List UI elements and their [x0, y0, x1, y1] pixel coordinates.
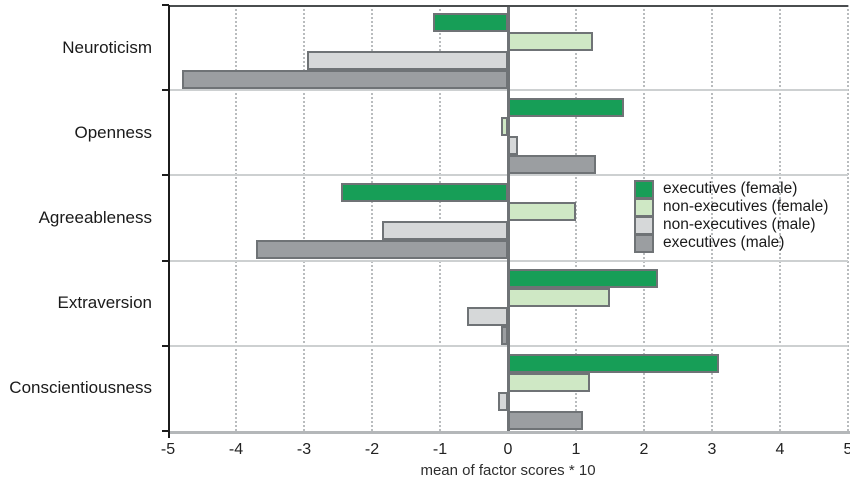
bar-agreeableness-series-1	[508, 202, 576, 222]
x-tick-label--4: -4	[228, 441, 244, 458]
bar-agreeableness-series-0	[341, 183, 508, 203]
bar-extraversion-series-1	[508, 287, 610, 307]
x-tick-label-5: 5	[843, 441, 850, 458]
gridline-x--2	[371, 5, 373, 431]
y-axis-line	[168, 5, 170, 438]
plot-top-border	[168, 5, 848, 7]
gridline-x-4	[779, 5, 781, 431]
legend-label-3: executives (male)	[663, 234, 785, 251]
y-axis-tick	[162, 174, 169, 177]
legend-swatch-1	[634, 197, 654, 217]
legend-swatch-3	[634, 233, 654, 253]
bar-conscientiousness-series-2	[497, 391, 508, 411]
category-label-conscientiousness: Conscientiousness	[9, 378, 152, 398]
gridline-x-5	[847, 5, 849, 431]
x-tick-label--1: -1	[432, 441, 448, 458]
x-tick-label-4: 4	[775, 441, 785, 458]
gridline-x--1	[439, 5, 441, 431]
gridline-x--4	[235, 5, 237, 431]
legend-item-1: non-executives (female)	[634, 197, 829, 217]
bar-agreeableness-series-2	[382, 221, 508, 241]
x-axis-line	[168, 431, 850, 434]
y-axis-tick	[162, 259, 169, 262]
y-axis-tick	[162, 430, 169, 432]
gridline-x-1	[575, 5, 577, 431]
y-axis-tick	[162, 344, 169, 347]
bar-openness-series-0	[508, 98, 624, 118]
legend-item-2: non-executives (male)	[634, 215, 828, 235]
bar-extraversion-series-2	[467, 306, 508, 326]
category-label-agreeableness: Agreeableness	[38, 208, 152, 227]
x-tick-label-2: 2	[639, 441, 649, 458]
gridline-x-3	[711, 5, 713, 431]
legend-item-3: executives (male)	[634, 233, 828, 253]
x-tick-label-3: 3	[707, 441, 717, 458]
bar-neuroticism-series-2	[307, 51, 508, 70]
bar-neuroticism-series-3	[181, 70, 508, 89]
x-tick-label-1: 1	[571, 441, 581, 458]
legend-label-1: non-executives (female)	[663, 198, 829, 215]
y-axis-tick	[162, 4, 169, 6]
legend-item-0: executives (female)	[634, 179, 828, 199]
legend: executives (female) non-executives (femal…	[634, 179, 829, 253]
x-tick-label-0: 0	[503, 441, 513, 458]
bar-extraversion-series-0	[508, 268, 658, 288]
legend-label-2: non-executives (male)	[663, 216, 816, 233]
legend-swatch-0	[634, 179, 654, 199]
gridline-x--3	[303, 5, 305, 431]
bar-neuroticism-series-1	[508, 32, 593, 51]
x-tick-label--2: -2	[364, 441, 380, 458]
category-label-neuroticism: Neuroticism	[62, 37, 152, 57]
x-tick-label--3: -3	[296, 441, 312, 458]
bar-conscientiousness-series-3	[508, 410, 583, 430]
y-axis-tick	[162, 89, 169, 92]
legend-swatch-2	[634, 215, 654, 235]
x-axis-title: mean of factor scores * 10	[420, 462, 596, 479]
bar-conscientiousness-series-0	[508, 353, 719, 373]
legend-label-0: executives (female)	[663, 180, 798, 197]
category-label-openness: Openness	[74, 122, 153, 142]
bar-openness-series-3	[508, 155, 597, 175]
zero-axis-line	[507, 5, 510, 431]
category-label-extraversion: Extraversion	[57, 293, 152, 313]
bar-conscientiousness-series-1	[508, 372, 590, 392]
x-tick-label--5: -5	[160, 441, 176, 458]
bar-agreeableness-series-3	[256, 240, 508, 260]
bar-neuroticism-series-0	[433, 13, 508, 32]
